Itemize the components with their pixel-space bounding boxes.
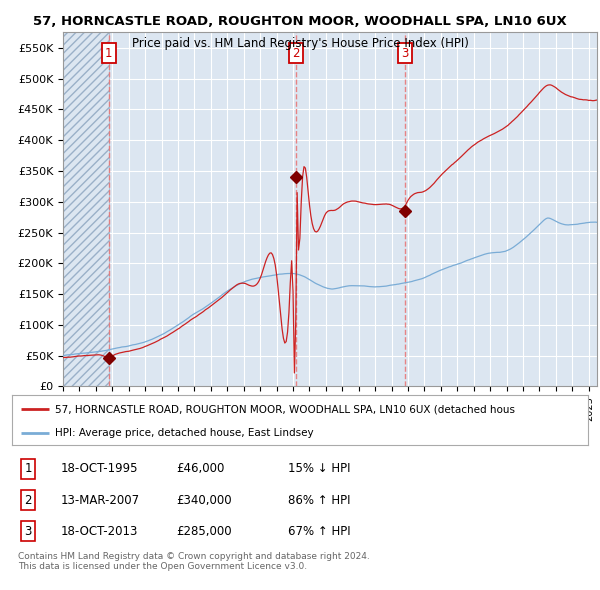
Text: Contains HM Land Registry data © Crown copyright and database right 2024.
This d: Contains HM Land Registry data © Crown c… bbox=[18, 552, 370, 571]
Text: 57, HORNCASTLE ROAD, ROUGHTON MOOR, WOODHALL SPA, LN10 6UX: 57, HORNCASTLE ROAD, ROUGHTON MOOR, WOOD… bbox=[33, 15, 567, 28]
Text: Price paid vs. HM Land Registry's House Price Index (HPI): Price paid vs. HM Land Registry's House … bbox=[131, 37, 469, 50]
Text: 57, HORNCASTLE ROAD, ROUGHTON MOOR, WOODHALL SPA, LN10 6UX (detached hous: 57, HORNCASTLE ROAD, ROUGHTON MOOR, WOOD… bbox=[55, 404, 515, 414]
Text: £46,000: £46,000 bbox=[176, 463, 224, 476]
Text: 1: 1 bbox=[25, 463, 32, 476]
Text: 1: 1 bbox=[105, 47, 113, 60]
Text: 3: 3 bbox=[401, 47, 408, 60]
Text: 86% ↑ HPI: 86% ↑ HPI bbox=[289, 493, 351, 507]
Text: 13-MAR-2007: 13-MAR-2007 bbox=[61, 493, 140, 507]
Text: 2: 2 bbox=[293, 47, 300, 60]
Text: £285,000: £285,000 bbox=[176, 525, 232, 537]
Text: 2: 2 bbox=[25, 493, 32, 507]
Text: 3: 3 bbox=[25, 525, 32, 537]
Text: 18-OCT-1995: 18-OCT-1995 bbox=[61, 463, 139, 476]
Text: HPI: Average price, detached house, East Lindsey: HPI: Average price, detached house, East… bbox=[55, 428, 314, 438]
Text: 18-OCT-2013: 18-OCT-2013 bbox=[61, 525, 139, 537]
Text: £340,000: £340,000 bbox=[176, 493, 232, 507]
Text: 67% ↑ HPI: 67% ↑ HPI bbox=[289, 525, 351, 537]
Text: 15% ↓ HPI: 15% ↓ HPI bbox=[289, 463, 351, 476]
